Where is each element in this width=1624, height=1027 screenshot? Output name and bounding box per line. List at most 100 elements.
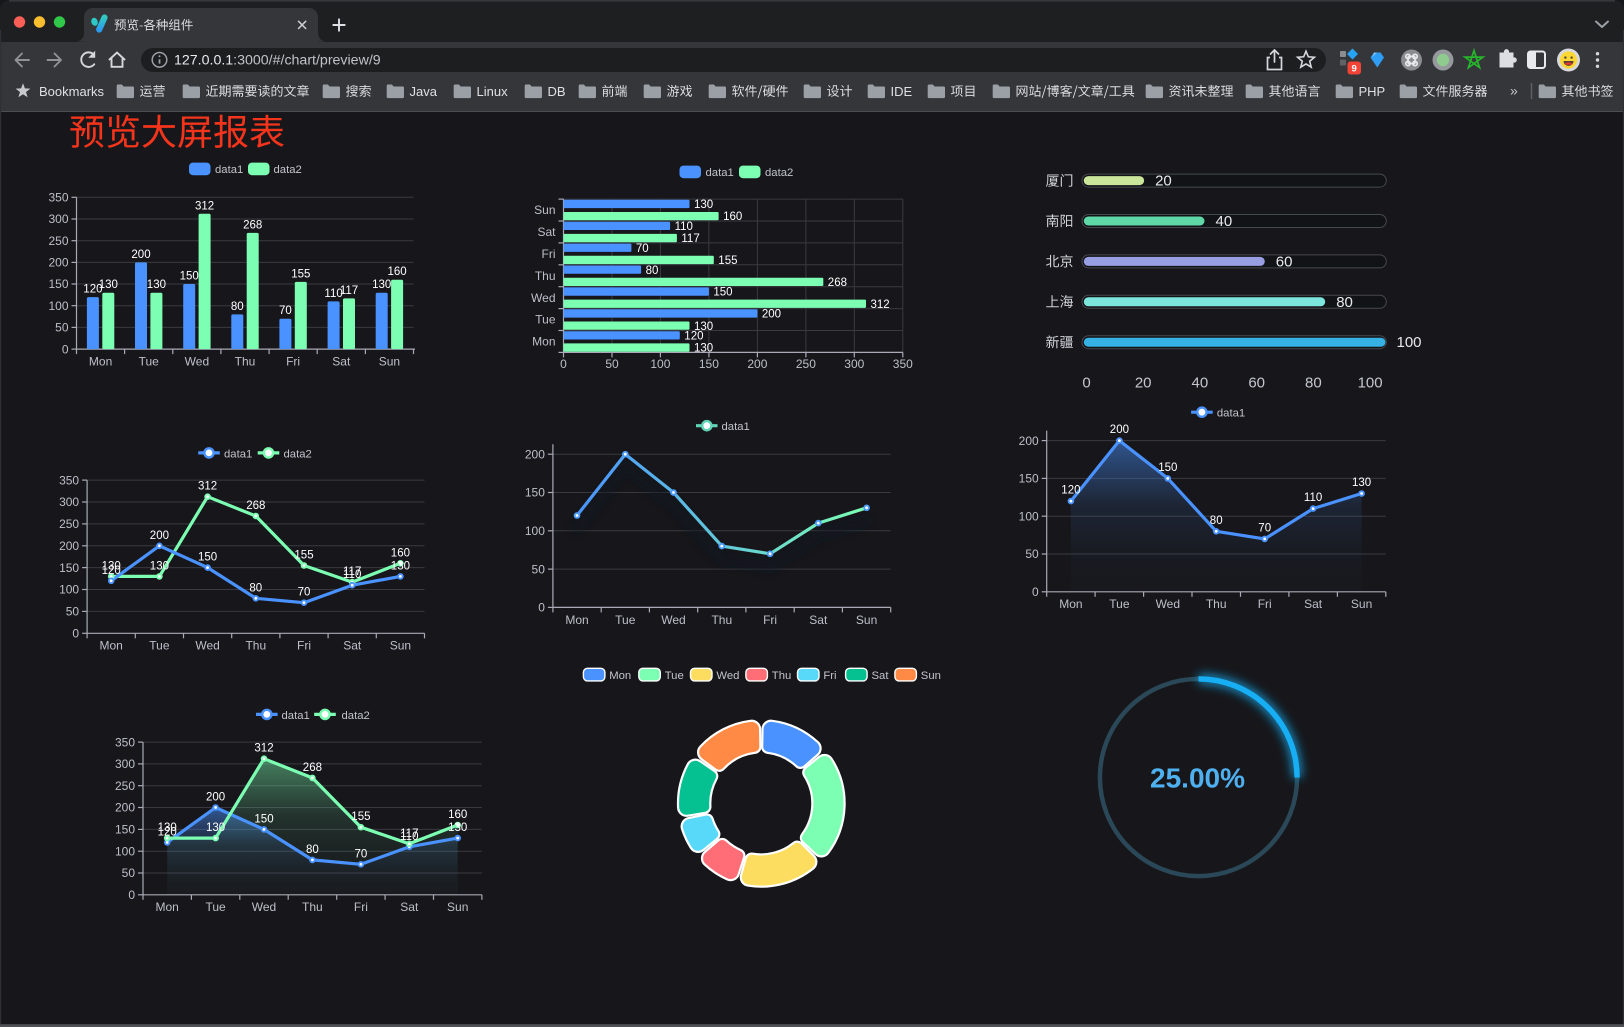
svg-text:120: 120 — [102, 565, 121, 577]
svg-text:312: 312 — [871, 299, 890, 311]
svg-text:200: 200 — [762, 309, 781, 321]
svg-text:data1: data1 — [215, 164, 243, 176]
svg-text:80: 80 — [1210, 515, 1223, 527]
svg-text:DB: DB — [548, 84, 566, 99]
svg-text:150: 150 — [59, 561, 79, 575]
svg-text:200: 200 — [48, 256, 68, 270]
svg-text:117: 117 — [343, 566, 361, 578]
svg-text:Fri: Fri — [1258, 597, 1272, 611]
svg-text:300: 300 — [48, 212, 68, 226]
svg-text:150: 150 — [180, 271, 199, 283]
svg-text:Sun: Sun — [856, 613, 877, 627]
svg-text:117: 117 — [681, 233, 699, 245]
svg-text:0: 0 — [128, 888, 135, 902]
svg-text:100: 100 — [115, 844, 135, 858]
svg-text:data2: data2 — [284, 448, 312, 460]
svg-text:268: 268 — [243, 219, 262, 231]
svg-text:data1: data1 — [722, 421, 750, 433]
svg-text:130: 130 — [99, 279, 118, 291]
svg-text:350: 350 — [48, 191, 68, 205]
svg-text:200: 200 — [1110, 424, 1129, 436]
svg-text:data1: data1 — [282, 710, 310, 722]
svg-text:data1: data1 — [224, 448, 252, 460]
svg-text:20: 20 — [1135, 375, 1152, 392]
svg-text:120: 120 — [83, 284, 102, 296]
svg-text:100: 100 — [1019, 509, 1039, 523]
svg-text:Fri: Fri — [354, 900, 368, 914]
svg-text:Sun: Sun — [534, 203, 555, 217]
svg-text:100: 100 — [1397, 334, 1422, 351]
svg-text:Mon: Mon — [100, 639, 123, 653]
svg-text:130: 130 — [391, 560, 410, 572]
svg-text:50: 50 — [66, 605, 80, 619]
svg-text:312: 312 — [195, 200, 214, 212]
svg-text:155: 155 — [294, 550, 313, 562]
svg-text:Sat: Sat — [1304, 597, 1323, 611]
svg-text:Wed: Wed — [252, 900, 276, 914]
svg-text:110: 110 — [675, 221, 693, 233]
svg-text:Thu: Thu — [302, 900, 323, 914]
svg-text:data2: data2 — [342, 710, 370, 722]
svg-text:70: 70 — [636, 243, 649, 255]
svg-text:350: 350 — [59, 473, 79, 487]
svg-text:127.0.0.1:3000/#/chart/preview: 127.0.0.1:3000/#/chart/preview/9 — [174, 53, 381, 69]
svg-text:130: 130 — [1352, 477, 1371, 489]
svg-text:Linux: Linux — [477, 84, 509, 99]
svg-text:150: 150 — [713, 287, 732, 299]
svg-text:Mon: Mon — [89, 355, 112, 369]
svg-text:data1: data1 — [706, 167, 734, 179]
svg-text:160: 160 — [448, 809, 467, 821]
svg-text:268: 268 — [246, 500, 265, 512]
svg-text:160: 160 — [388, 266, 407, 278]
svg-text:Tue: Tue — [139, 355, 160, 369]
svg-text:Tue: Tue — [205, 900, 226, 914]
svg-text:Fri: Fri — [823, 670, 836, 682]
svg-text:60: 60 — [1248, 375, 1265, 392]
svg-text:70: 70 — [279, 305, 292, 317]
svg-text:Java: Java — [410, 84, 438, 99]
svg-text:Wed: Wed — [716, 670, 739, 682]
svg-text:150: 150 — [1019, 472, 1039, 486]
svg-text:50: 50 — [122, 866, 136, 880]
svg-text:40: 40 — [1216, 213, 1233, 230]
svg-text:150: 150 — [48, 277, 68, 291]
svg-text:20: 20 — [1155, 173, 1172, 190]
svg-text:350: 350 — [115, 735, 135, 749]
svg-text:Wed: Wed — [531, 291, 555, 305]
svg-text:117: 117 — [340, 285, 358, 297]
svg-text:300: 300 — [115, 757, 135, 771]
svg-text:350: 350 — [893, 357, 913, 371]
svg-text:100: 100 — [1358, 375, 1383, 392]
svg-text:70: 70 — [1258, 522, 1271, 534]
svg-text:110: 110 — [400, 831, 418, 843]
svg-text:100: 100 — [650, 357, 670, 371]
svg-text:80: 80 — [646, 265, 659, 277]
svg-text:200: 200 — [206, 792, 225, 804]
svg-text:150: 150 — [699, 357, 719, 371]
svg-text:130: 130 — [158, 822, 177, 834]
svg-text:200: 200 — [150, 530, 169, 542]
svg-text:IDE: IDE — [891, 84, 913, 99]
svg-text:130: 130 — [694, 199, 713, 211]
svg-text:250: 250 — [59, 517, 79, 531]
svg-text:Mon: Mon — [156, 900, 179, 914]
svg-text:50: 50 — [55, 321, 69, 335]
svg-text:130: 130 — [102, 560, 121, 572]
svg-text:120: 120 — [1061, 485, 1080, 497]
svg-text:Fri: Fri — [542, 247, 556, 261]
svg-text:data1: data1 — [1217, 408, 1245, 420]
svg-text:155: 155 — [291, 268, 310, 280]
svg-text:Sun: Sun — [921, 670, 941, 682]
svg-text:268: 268 — [303, 762, 322, 774]
svg-text:Sat: Sat — [537, 225, 556, 239]
svg-text:Mon: Mon — [532, 335, 555, 349]
svg-text:data2: data2 — [765, 167, 793, 179]
svg-text:312: 312 — [254, 743, 273, 755]
svg-text:300: 300 — [844, 357, 864, 371]
svg-text:130: 130 — [206, 822, 225, 834]
svg-text:40: 40 — [1192, 375, 1209, 392]
svg-text:80: 80 — [306, 844, 319, 856]
svg-text:80: 80 — [1305, 375, 1322, 392]
svg-text:50: 50 — [1025, 547, 1039, 561]
svg-text:Thu: Thu — [1206, 597, 1227, 611]
